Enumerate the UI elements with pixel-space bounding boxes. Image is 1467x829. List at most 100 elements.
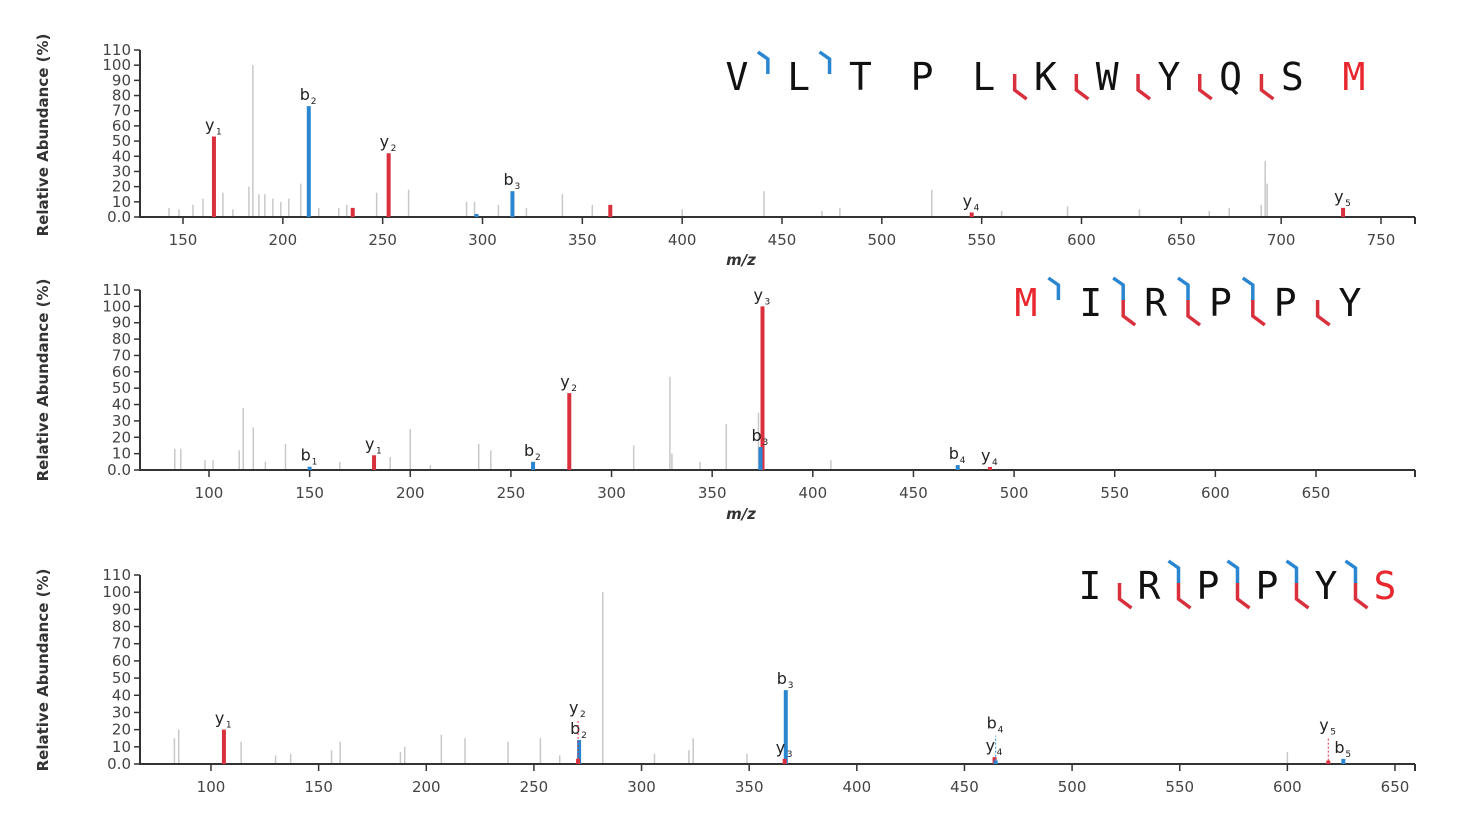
y-fragment-marker [1136, 74, 1152, 101]
x-tick-label: 200 [412, 778, 441, 796]
y-ion-number: 1 [226, 721, 232, 731]
y-tick-label: 70 [112, 635, 131, 653]
b-fragment-marker [1344, 559, 1358, 583]
x-tick-label: 600 [1201, 484, 1230, 502]
x-axis-label: m/z [726, 251, 756, 269]
x-tick-label: 350 [698, 484, 727, 502]
y-tick-label: 20 [112, 428, 131, 446]
y-ion-label: y [963, 191, 972, 210]
b-ion-label: b [777, 669, 787, 688]
x-tick-label: 300 [627, 778, 656, 796]
y-fragment-marker [1294, 583, 1310, 610]
sequence-residue: W [1096, 55, 1119, 99]
sequence-residue: R [1144, 281, 1167, 325]
y-fragment-marker [1117, 583, 1133, 610]
y-tick-label: 60 [112, 652, 131, 670]
y-fragment-marker [1315, 300, 1331, 327]
sequence-residue: M [1015, 281, 1038, 325]
x-tick-label: 750 [1367, 231, 1396, 249]
b-ion-label: b [1334, 738, 1344, 757]
y-tick-label: 20 [112, 721, 131, 739]
y-tick-label: 90 [112, 71, 131, 89]
x-tick-label: 400 [842, 778, 871, 796]
y-fragment-marker [1353, 583, 1369, 610]
b-ion-label: b [949, 444, 959, 463]
y-ion-label: y [380, 132, 389, 151]
b-fragment-marker [818, 50, 832, 74]
x-tick-label: 550 [1100, 484, 1129, 502]
sequence-residue: P [911, 55, 934, 99]
b-fragment-marker [756, 50, 770, 74]
y-ion-label: y [215, 709, 224, 728]
y-axis-label: Relative Abundance (%) [34, 569, 52, 772]
y-ion-number: 3 [787, 750, 793, 760]
sequence-residue: Y [1315, 564, 1338, 608]
x-tick-label: 600 [1273, 778, 1302, 796]
b-fragment-marker [1226, 559, 1240, 583]
x-tick-label: 400 [798, 484, 827, 502]
y-ion-label: y [205, 116, 214, 135]
sequence-residue: T [849, 55, 872, 99]
x-axis-label: m/z [726, 505, 756, 523]
x-tick-label: 400 [668, 231, 697, 249]
y-tick-label: 0.0 [107, 755, 131, 773]
sequence-residue: M [1343, 55, 1366, 99]
x-tick-label: 350 [568, 231, 597, 249]
x-tick-label: 150 [295, 484, 324, 502]
b-ion-number: 3 [762, 438, 768, 448]
y-tick-label: 90 [112, 314, 131, 332]
y-ion-number: 2 [571, 384, 577, 394]
b-ion-label: b [524, 441, 534, 460]
b-ion-number: 5 [1345, 750, 1351, 760]
x-tick-label: 500 [868, 231, 897, 249]
b-ion-number: 3 [788, 681, 794, 691]
y-tick-label: 40 [112, 147, 131, 165]
x-tick-label: 650 [1167, 231, 1196, 249]
y-fragment-marker [1176, 583, 1192, 610]
y-fragment-marker [1012, 74, 1028, 101]
y-tick-label: 70 [112, 102, 131, 120]
x-tick-label: 650 [1302, 484, 1331, 502]
y-ion-number: 5 [1345, 199, 1351, 209]
y-tick-label: 110 [102, 41, 131, 59]
y-tick-label: 110 [102, 566, 131, 584]
sequence-residue: Y [1157, 55, 1180, 99]
y-tick-label: 10 [112, 738, 131, 756]
x-tick-label: 250 [497, 484, 526, 502]
y-tick-label: 0.0 [107, 461, 131, 479]
y-tick-label: 90 [112, 600, 131, 618]
sequence-residue: P [1274, 281, 1297, 325]
sequence-residue: P [1256, 564, 1279, 608]
x-tick-label: 150 [169, 231, 198, 249]
b-ion-label: b [300, 85, 310, 104]
x-tick-label: 150 [304, 778, 333, 796]
x-tick-label: 450 [768, 231, 797, 249]
x-tick-label: 100 [197, 778, 226, 796]
b-ion-label: b [751, 426, 761, 445]
x-tick-label: 550 [1165, 778, 1194, 796]
b-ion-label: b [570, 719, 580, 738]
sequence-residue: I [1079, 281, 1102, 325]
x-tick-label: 450 [899, 484, 928, 502]
b-ion-label: b [987, 714, 997, 733]
y-ion-label: y [1334, 187, 1343, 206]
y-fragment-marker [1259, 74, 1275, 101]
b-ion-label: b [301, 446, 311, 465]
sequence-residue: S [1281, 55, 1304, 99]
y-tick-label: 70 [112, 346, 131, 364]
y-tick-label: 40 [112, 396, 131, 414]
x-tick-label: 500 [1058, 778, 1087, 796]
y-tick-label: 60 [112, 117, 131, 135]
y-tick-label: 0.0 [107, 208, 131, 226]
x-tick-label: 100 [195, 484, 224, 502]
y-ion-label: y [365, 434, 374, 453]
y-fragment-marker [1121, 300, 1137, 327]
x-tick-label: 350 [735, 778, 764, 796]
y-tick-label: 10 [112, 193, 131, 211]
y-tick-label: 30 [112, 412, 131, 430]
